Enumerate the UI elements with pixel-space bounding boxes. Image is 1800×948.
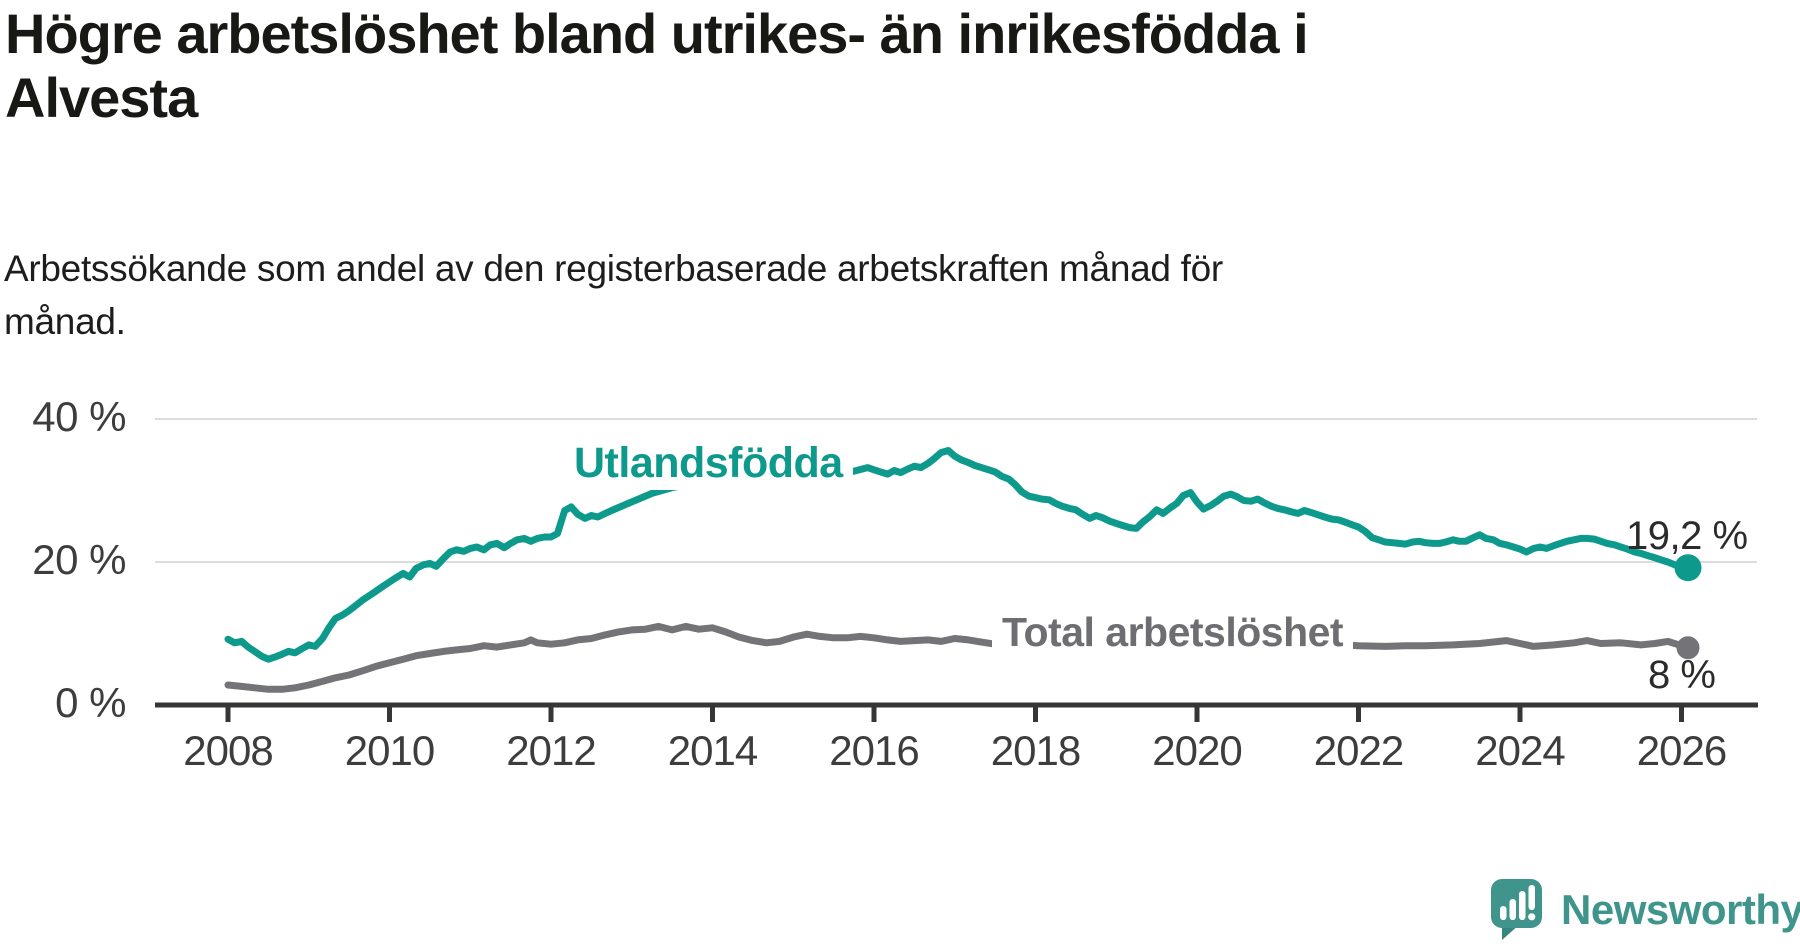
end-value-label-utlandsfodda: 19,2 %	[1626, 514, 1748, 558]
newsworthy-logo-icon	[1491, 879, 1542, 940]
title-line-1: Högre arbetslöshet bland utrikes- än inr…	[5, 2, 1309, 65]
y-tick-label-40: 40 %	[32, 393, 126, 440]
x-tick-label-2020: 2020	[1152, 727, 1242, 774]
end-dot-total	[1676, 636, 1700, 660]
chart-subtitle: Arbetssökande som andel av den registerb…	[4, 242, 1504, 348]
x-tick-label-2008: 2008	[183, 727, 273, 774]
series-line-total	[224, 622, 1692, 693]
title-line-2: Alvesta	[5, 66, 198, 129]
x-tick-label-2010: 2010	[344, 727, 435, 774]
x-tick-label-2026: 2026	[1636, 727, 1727, 774]
x-tick-label-2024: 2024	[1475, 727, 1565, 774]
x-tick-label-2018: 2018	[990, 727, 1081, 774]
series-label-total-arbetsloshet: Total arbetslöshet	[992, 607, 1354, 658]
end-value-label-total: 8 %	[1648, 653, 1716, 697]
series-label-utlandsfodda: Utlandsfödda	[564, 437, 853, 490]
x-tick-label-2022: 2022	[1313, 727, 1404, 774]
series-line-utlandsfodda	[224, 447, 1692, 663]
subtitle-line-1: Arbetssökande som andel av den registerb…	[4, 248, 1223, 289]
x-tick-label-2012: 2012	[506, 727, 596, 774]
y-tick-label-0: 0 %	[55, 679, 126, 726]
page-title: Högre arbetslöshet bland utrikes- än inr…	[5, 2, 1565, 130]
end-dot-utlandsfodda	[1674, 554, 1702, 582]
newsworthy-branding: Newsworthy	[1490, 878, 1800, 942]
y-tick-label-20: 20 %	[32, 536, 126, 583]
newsworthy-wordmark: Newsworthy	[1561, 886, 1800, 933]
x-tick-label-2014: 2014	[667, 727, 758, 774]
x-tick-label-2016: 2016	[829, 727, 919, 774]
subtitle-line-2: månad.	[4, 301, 126, 342]
